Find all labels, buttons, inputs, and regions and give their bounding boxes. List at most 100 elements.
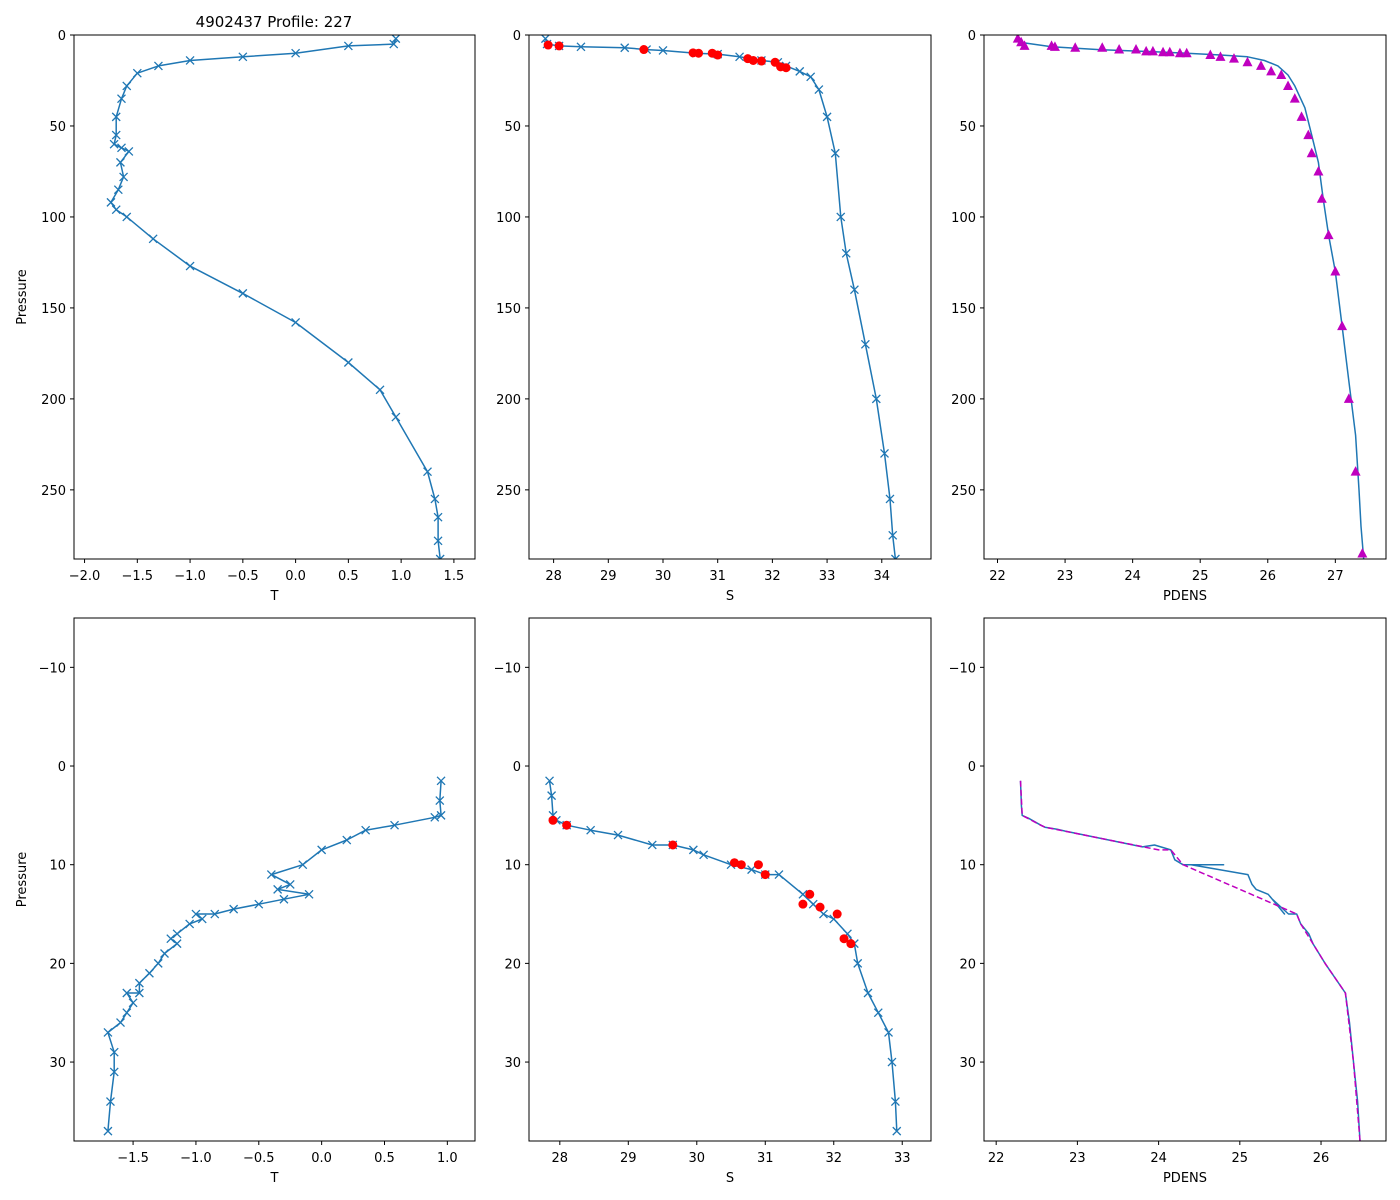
x-tick-label: −1.5	[122, 569, 154, 584]
axes-frame	[983, 617, 1387, 1142]
data-point	[1131, 44, 1142, 54]
data-point	[433, 512, 443, 522]
x-tick-label: 24	[1150, 1151, 1167, 1166]
axes-frame	[528, 34, 932, 560]
data-point	[185, 261, 195, 271]
data-point	[304, 889, 314, 899]
y-tick-label: 30	[959, 1056, 976, 1071]
data-point	[1070, 42, 1081, 52]
data-point	[1242, 56, 1253, 67]
y-tick-label: 20	[49, 957, 66, 972]
y-tick-label: 50	[504, 120, 521, 135]
data-point	[1276, 69, 1287, 80]
y-tick-label: 100	[496, 211, 521, 226]
data-point	[266, 870, 276, 880]
data-point	[105, 1097, 115, 1106]
data-point	[729, 858, 739, 868]
x-tick-label: 26	[1313, 1151, 1330, 1166]
x-tick-label: 0.5	[374, 1151, 395, 1166]
y-axis-label: Pressure	[15, 269, 30, 325]
data-point	[798, 889, 808, 899]
series-top-density-0	[1017, 36, 1365, 559]
y-tick-label: 10	[959, 859, 976, 874]
data-point	[109, 1047, 119, 1057]
data-point	[1316, 193, 1327, 203]
data-point	[699, 850, 709, 860]
series-top-temperature-0	[106, 35, 445, 559]
data-point	[1350, 466, 1361, 476]
plot-area-bottom-salinity	[545, 776, 902, 1136]
data-point	[1306, 147, 1317, 158]
data-point	[1158, 46, 1169, 57]
x-tick-label: 26	[1259, 569, 1276, 584]
data-point	[117, 143, 126, 153]
y-tick-label: 0	[58, 29, 66, 44]
y-tick-label: 50	[959, 120, 976, 135]
x-tick-label: 29	[620, 1151, 637, 1166]
y-tick-label: 20	[959, 957, 976, 972]
x-tick-label: 31	[709, 569, 726, 584]
y-tick-label: 0	[513, 29, 521, 44]
series-bottom-temperature-0	[103, 776, 446, 1136]
y-tick-label: 30	[504, 1056, 521, 1071]
data-point	[153, 61, 163, 71]
data-point	[436, 810, 446, 820]
data-point	[279, 894, 289, 904]
y-tick-label: 0	[513, 760, 521, 775]
series-top-density-1	[1012, 35, 1368, 558]
y-tick-label: 200	[41, 393, 66, 408]
data-point	[291, 48, 301, 58]
data-point	[113, 185, 123, 195]
data-point	[1147, 45, 1158, 56]
data-point	[375, 385, 385, 395]
data-point	[880, 449, 889, 458]
data-point	[814, 85, 824, 95]
data-point	[191, 909, 201, 919]
data-point	[103, 1126, 113, 1136]
series-bottom-density-0	[1019, 780, 1361, 1141]
y-tick-label: 0	[968, 760, 976, 775]
data-point	[1323, 229, 1334, 240]
data-point	[229, 904, 239, 914]
data-point	[197, 914, 207, 924]
data-point	[134, 988, 144, 998]
x-tick-label: 24	[1124, 569, 1141, 584]
data-point	[1357, 548, 1368, 558]
data-point	[1289, 93, 1300, 103]
x-tick-label: −1.5	[117, 1151, 149, 1166]
x-tick-label: 32	[825, 1151, 842, 1166]
data-point	[658, 46, 668, 55]
y-tick-label: 100	[41, 211, 66, 226]
data-point	[166, 934, 176, 944]
data-point	[885, 494, 895, 504]
data-point	[620, 43, 630, 53]
plot-area-bottom-density	[1019, 780, 1361, 1141]
data-point	[172, 939, 182, 949]
data-point	[148, 234, 158, 244]
series-line	[544, 38, 897, 559]
data-point	[1337, 320, 1348, 331]
data-point	[291, 318, 301, 327]
axes-frame	[73, 617, 476, 1142]
data-point	[115, 157, 125, 167]
y-tick-label: 150	[496, 302, 521, 317]
chart-top-salinity: 28 29 30 31 32 33 34 0 50 100 150 200 250 S	[496, 29, 932, 604]
data-point	[185, 919, 195, 929]
data-point	[1343, 393, 1354, 403]
y-tick-label: 100	[951, 211, 976, 226]
data-point	[160, 949, 169, 958]
y-tick-label: 150	[951, 302, 976, 317]
x-tick-label: 1.0	[391, 569, 412, 584]
data-point	[795, 66, 805, 76]
x-tick-label: 27	[1327, 569, 1344, 584]
y-axis-label: Pressure	[15, 852, 30, 908]
data-point	[134, 978, 144, 988]
data-point	[273, 884, 283, 894]
y-tick-label: 50	[49, 120, 66, 135]
y-tick-label: 30	[49, 1056, 66, 1071]
series-bottom-salinity-1	[548, 815, 856, 949]
x-tick-label: 30	[655, 569, 672, 584]
data-point	[836, 212, 846, 222]
y-tick-label: 250	[496, 484, 521, 499]
y-tick-label: −10	[494, 661, 521, 676]
